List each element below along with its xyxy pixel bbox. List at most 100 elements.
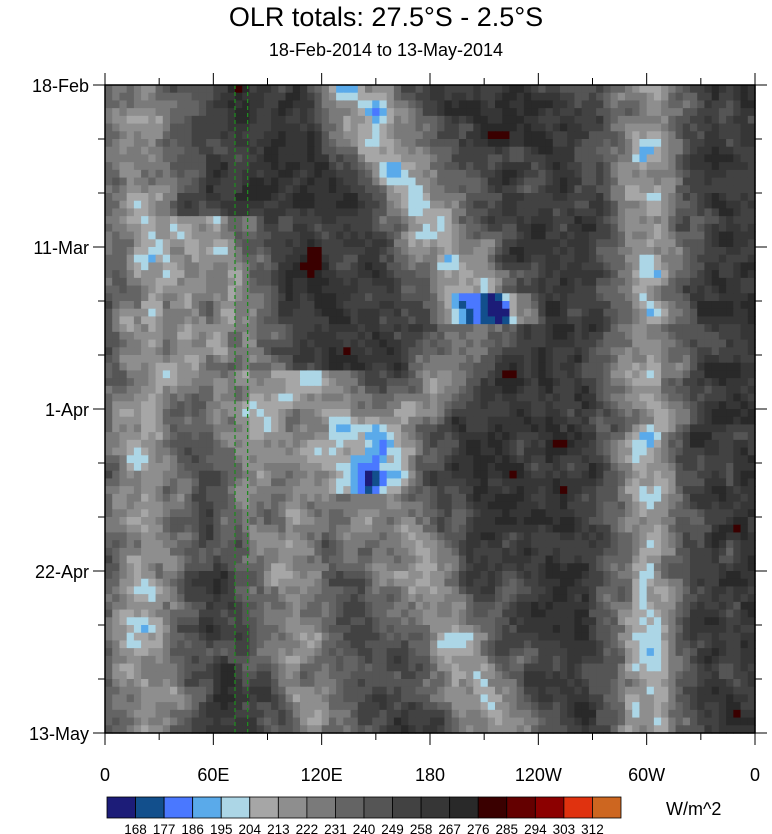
- heatmap-cell: [545, 393, 554, 402]
- heatmap-cell: [523, 131, 532, 140]
- heatmap-cell: [422, 316, 431, 325]
- heatmap-cell: [328, 154, 337, 163]
- heatmap-cell: [473, 200, 482, 210]
- heatmap-cell: [718, 270, 727, 279]
- heatmap-cell: [278, 393, 287, 402]
- heatmap-cell: [126, 331, 135, 341]
- heatmap-cell: [372, 455, 381, 464]
- heatmap-cell: [386, 424, 395, 433]
- heatmap-cell: [458, 216, 467, 225]
- heatmap-cell: [538, 92, 547, 102]
- heatmap-cell: [148, 324, 157, 333]
- heatmap-cell: [603, 270, 612, 279]
- heatmap-cell: [393, 85, 402, 94]
- heatmap-cell: [191, 139, 200, 148]
- heatmap-cell: [560, 439, 568, 449]
- heatmap-cell: [646, 293, 655, 302]
- heatmap-cell: [552, 439, 561, 449]
- heatmap-cell: [733, 139, 742, 148]
- heatmap-cell: [292, 385, 301, 395]
- heatmap-cell: [401, 293, 409, 302]
- heatmap-cell: [379, 493, 388, 503]
- heatmap-cell: [415, 216, 424, 225]
- heatmap-cell: [610, 254, 619, 264]
- heatmap-cell: [350, 501, 359, 510]
- heatmap-cell: [213, 247, 222, 256]
- heatmap-cell: [227, 308, 236, 318]
- heatmap-cell: [386, 393, 395, 402]
- heatmap-cell: [668, 108, 677, 117]
- heatmap-cell: [148, 509, 157, 518]
- heatmap-cell: [516, 486, 525, 495]
- heatmap-cell: [365, 254, 373, 264]
- heatmap-cell: [545, 270, 554, 279]
- heatmap-cell: [617, 239, 626, 248]
- heatmap-cell: [112, 331, 121, 341]
- heatmap-cell: [711, 139, 720, 148]
- heatmap-cell: [307, 254, 316, 264]
- heatmap-cell: [278, 247, 287, 256]
- heatmap-cell: [480, 362, 489, 372]
- heatmap-cell: [155, 285, 164, 294]
- heatmap-cell: [531, 231, 539, 240]
- heatmap-cell: [285, 92, 294, 102]
- heatmap-cell: [697, 301, 706, 310]
- heatmap-cell: [690, 470, 698, 480]
- heatmap-cell: [552, 347, 561, 356]
- heatmap-cell: [357, 216, 366, 225]
- heatmap-cell: [422, 339, 431, 348]
- heatmap-cell: [610, 486, 619, 495]
- heatmap-cell: [126, 247, 135, 256]
- heatmap-cell: [365, 146, 373, 156]
- heatmap-cell: [227, 239, 236, 248]
- heatmap-cell: [328, 432, 337, 441]
- heatmap-cell: [249, 169, 258, 179]
- heatmap-cell: [105, 301, 113, 310]
- heatmap-cell: [336, 85, 344, 94]
- heatmap-cell: [552, 378, 561, 387]
- heatmap-cell: [495, 447, 503, 456]
- heatmap-cell: [509, 385, 518, 395]
- heatmap-cell: [603, 247, 612, 256]
- heatmap-cell: [292, 478, 301, 487]
- heatmap-cell: [300, 393, 308, 402]
- heatmap-cell: [386, 254, 395, 264]
- heatmap-cell: [220, 223, 229, 233]
- heatmap-cell: [278, 270, 287, 279]
- heatmap-cell: [328, 424, 337, 433]
- heatmap-cell: [711, 463, 720, 472]
- heatmap-cell: [458, 162, 467, 171]
- heatmap-cell: [393, 185, 402, 194]
- heatmap-cell: [610, 316, 619, 325]
- heatmap-cell: [653, 501, 662, 510]
- heatmap-cell: [256, 432, 265, 441]
- heatmap-cell: [711, 92, 720, 102]
- heatmap-cell: [603, 463, 612, 472]
- heatmap-cell: [610, 177, 619, 186]
- heatmap-cell: [278, 85, 287, 94]
- heatmap-cell: [726, 316, 734, 325]
- heatmap-cell: [610, 200, 619, 210]
- heatmap-cell: [227, 108, 236, 117]
- heatmap-cell: [661, 293, 669, 302]
- heatmap-cell: [133, 200, 142, 210]
- heatmap-cell: [213, 115, 222, 125]
- heatmap-cell: [480, 247, 489, 256]
- heatmap-cell: [639, 115, 648, 125]
- heatmap-cell: [198, 509, 207, 518]
- heatmap-cell: [646, 331, 655, 341]
- heatmap-cell: [603, 223, 612, 233]
- heatmap-cell: [206, 432, 214, 441]
- heatmap-cell: [437, 316, 446, 325]
- heatmap-cell: [523, 470, 532, 480]
- heatmap-cell: [740, 324, 749, 333]
- heatmap-cell: [365, 470, 373, 480]
- heatmap-cell: [148, 169, 157, 179]
- heatmap-cell: [711, 308, 720, 318]
- heatmap-cell: [393, 362, 402, 372]
- heatmap-cell: [538, 308, 547, 318]
- heatmap-cell: [321, 493, 330, 503]
- heatmap-cell: [386, 146, 395, 156]
- heatmap-cell: [278, 339, 287, 348]
- heatmap-cell: [603, 285, 612, 294]
